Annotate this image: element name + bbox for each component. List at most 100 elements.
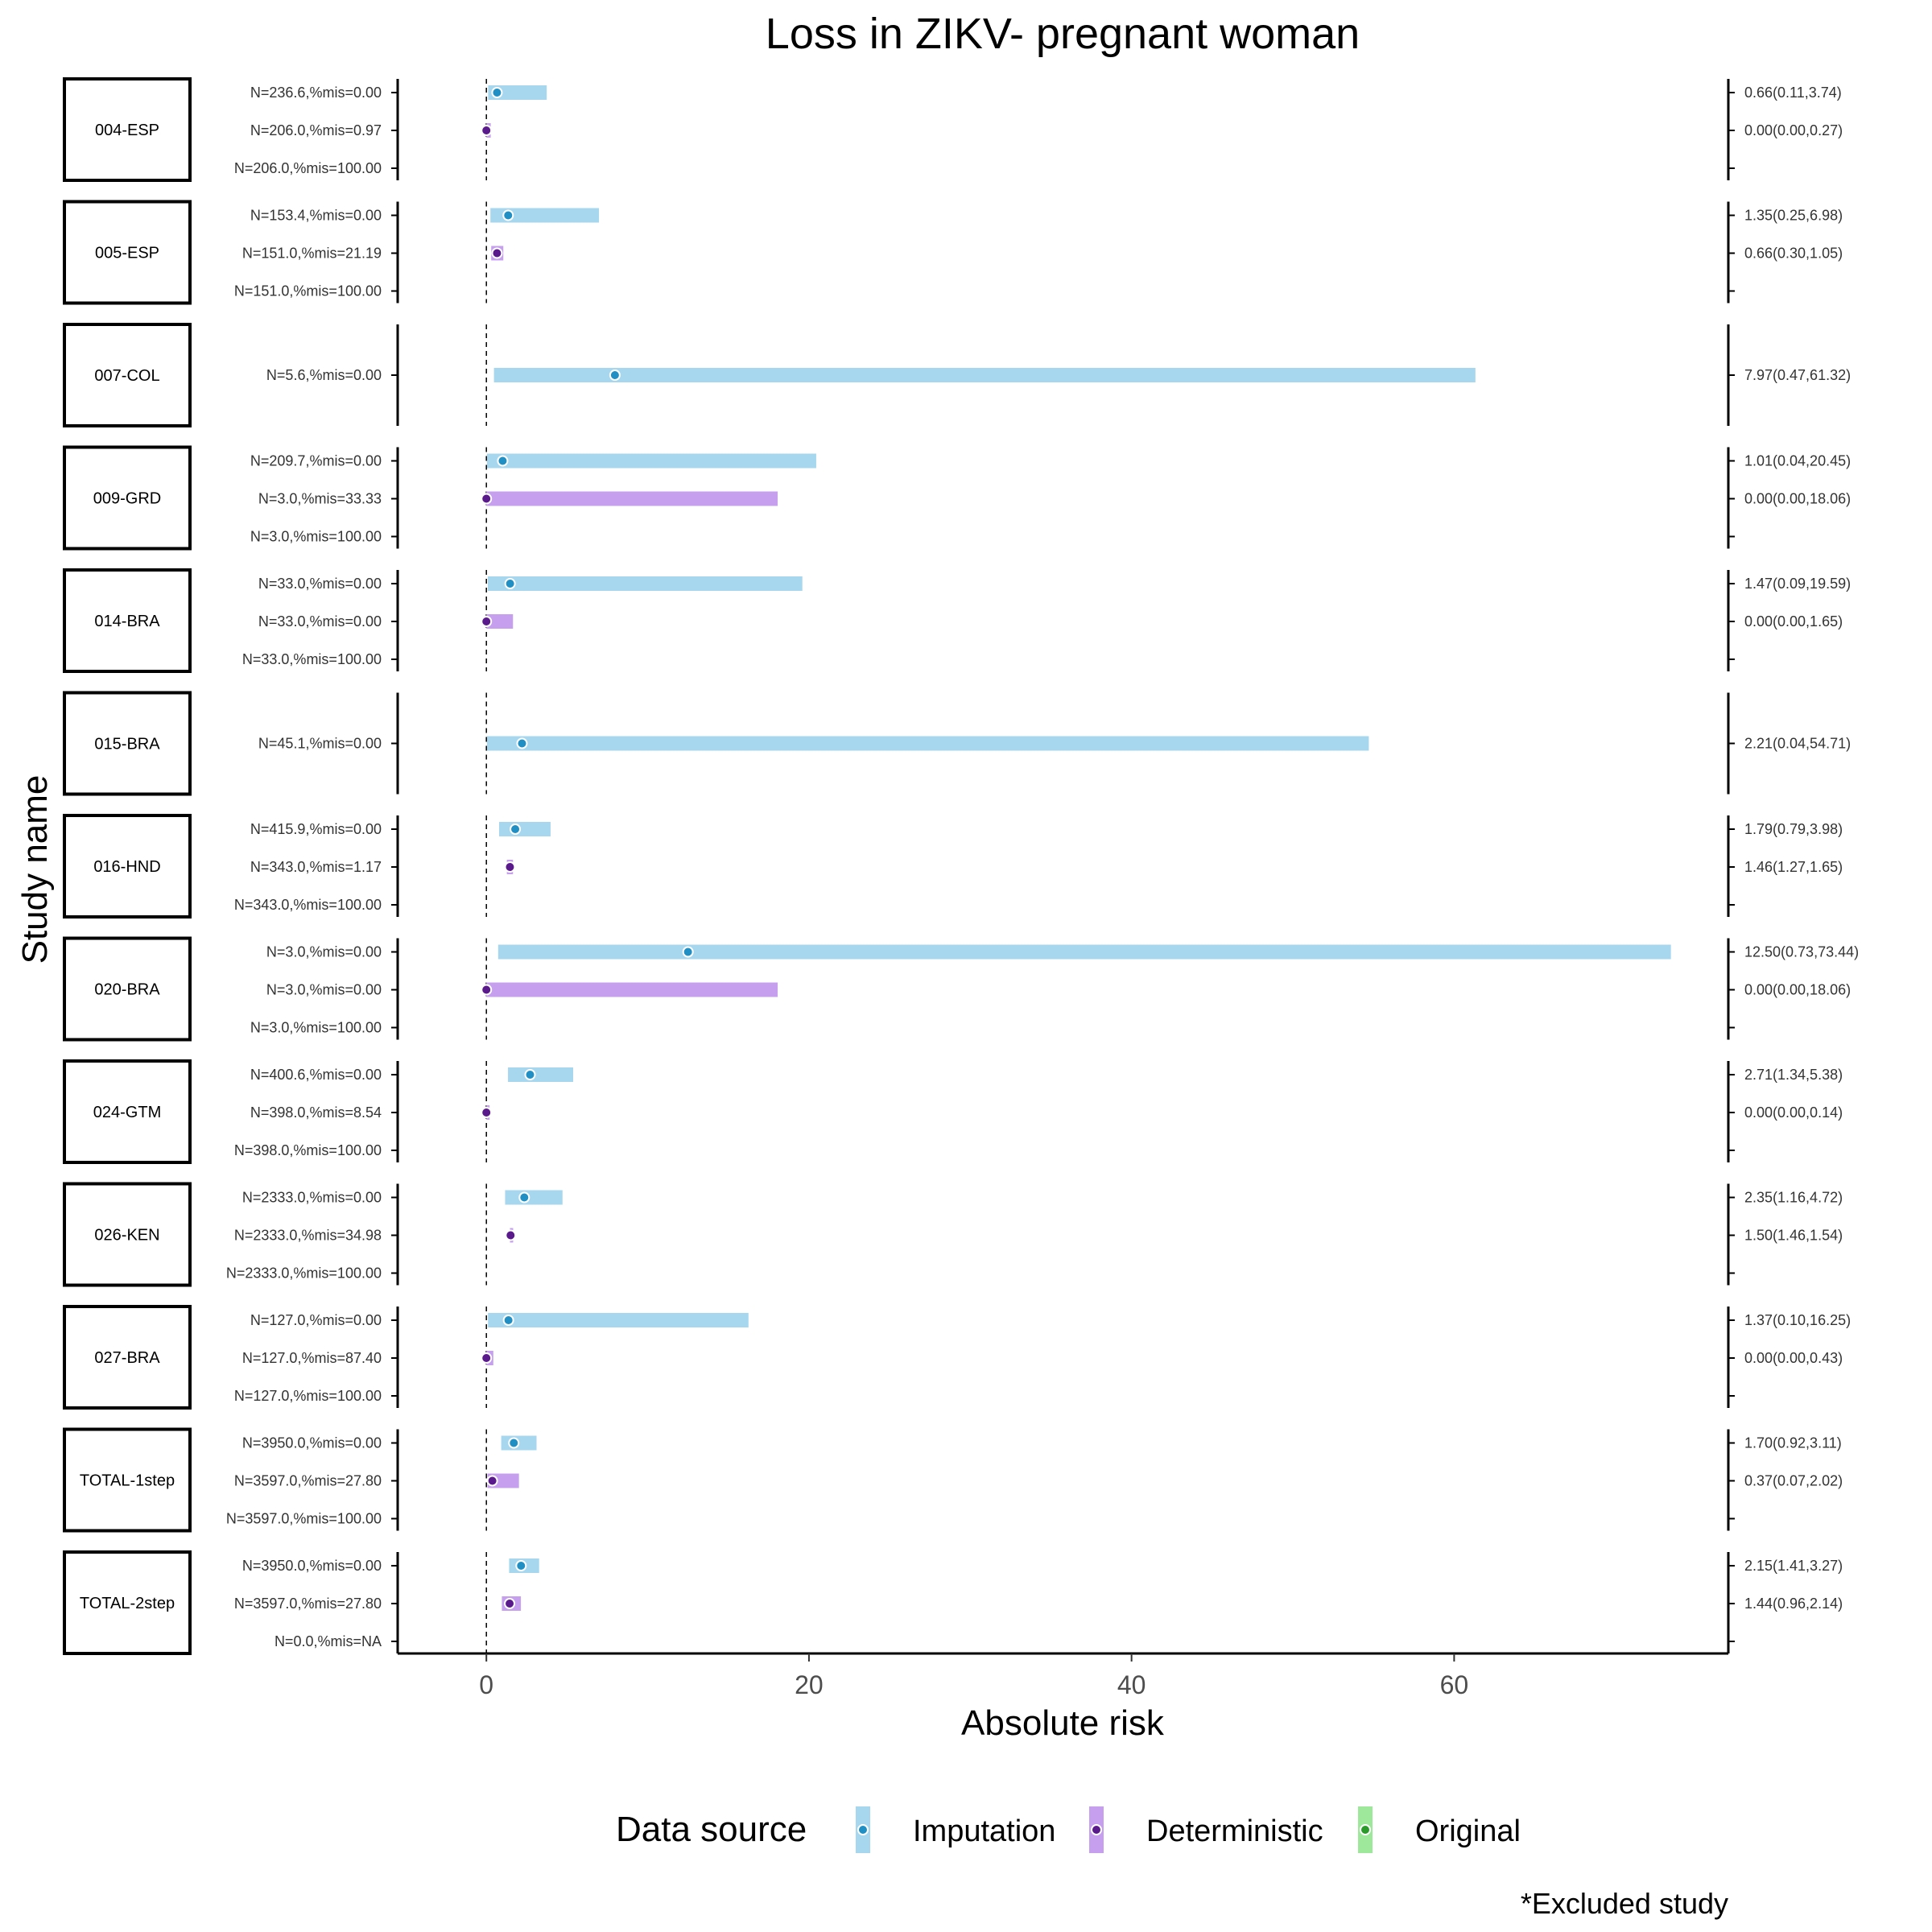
ci-text: 1.70(0.92,3.11) bbox=[1744, 1435, 1842, 1451]
row-label: N=415.9,%mis=0.00 bbox=[250, 821, 382, 837]
estimate-point bbox=[502, 209, 514, 221]
ci-bar bbox=[487, 736, 1369, 751]
x-axis-title: Absolute risk bbox=[961, 1703, 1165, 1743]
estimate-point bbox=[481, 125, 493, 136]
x-tick-label: 60 bbox=[1440, 1670, 1469, 1699]
row-label: N=3.0,%mis=33.33 bbox=[258, 491, 382, 507]
ci-bar bbox=[493, 368, 1476, 382]
estimate-point bbox=[481, 984, 493, 996]
row-label: N=3597.0,%mis=100.00 bbox=[226, 1511, 382, 1527]
estimate-point bbox=[481, 1107, 493, 1118]
ci-text: 0.00(0.00,0.14) bbox=[1744, 1104, 1843, 1121]
row-label: N=33.0,%mis=0.00 bbox=[258, 613, 382, 630]
row-label: N=3.0,%mis=100.00 bbox=[250, 1020, 382, 1036]
study-strip bbox=[63, 1550, 192, 1655]
study-panel: 007-COL N=5.6,%mis=0.00 7.97(0.47,61.32) bbox=[63, 323, 1851, 427]
ci-text: 1.37(0.10,16.25) bbox=[1744, 1312, 1851, 1328]
ci-bar bbox=[488, 85, 547, 100]
x-axis: 0 20 40 60 bbox=[398, 1652, 1728, 1699]
ci-bar bbox=[508, 1067, 573, 1082]
row-label: N=398.0,%mis=8.54 bbox=[250, 1104, 382, 1121]
study-name: 016-HND bbox=[93, 858, 160, 876]
estimate-point bbox=[491, 247, 503, 259]
estimate-point bbox=[502, 1315, 514, 1326]
ci-text: 2.35(1.16,4.72) bbox=[1744, 1190, 1843, 1206]
ci-text: 12.50(0.73,73.44) bbox=[1744, 944, 1859, 960]
study-name: 009-GRD bbox=[93, 490, 161, 508]
ci-text: 0.66(0.11,3.74) bbox=[1744, 85, 1842, 101]
study-panel: TOTAL-2step N=3950.0,%mis=0.00 2.15(1.41,3… bbox=[63, 1550, 1843, 1655]
legend-key-point bbox=[1091, 1824, 1102, 1835]
row-label: N=209.7,%mis=0.00 bbox=[250, 453, 382, 469]
ci-text: 1.46(1.27,1.65) bbox=[1744, 859, 1843, 875]
study-strip bbox=[63, 1427, 192, 1533]
estimate-point bbox=[504, 578, 516, 589]
chart-title: Loss in ZIKV- pregnant woman bbox=[766, 10, 1360, 58]
row-label: N=127.0,%mis=87.40 bbox=[242, 1350, 382, 1366]
row-label: N=3.0,%mis=100.00 bbox=[250, 529, 382, 545]
ci-bar bbox=[497, 944, 1671, 960]
ci-text: 1.35(0.25,6.98) bbox=[1744, 208, 1843, 224]
row-label: N=206.0,%mis=100.00 bbox=[234, 160, 382, 176]
estimate-point bbox=[497, 455, 509, 467]
row-label: N=400.6,%mis=0.00 bbox=[250, 1067, 382, 1083]
ci-bar bbox=[488, 576, 803, 591]
ci-text: 0.00(0.00,1.65) bbox=[1744, 613, 1843, 630]
ci-text: 0.00(0.00,18.06) bbox=[1744, 982, 1851, 998]
study-panel: 009-GRD N=209.7,%mis=0.00 1.01(0.04,20.45)… bbox=[63, 445, 1851, 551]
row-label: N=236.6,%mis=0.00 bbox=[250, 85, 382, 101]
ci-bar bbox=[488, 1313, 749, 1327]
study-panel: 004-ESP N=236.6,%mis=0.00 0.66(0.11,3.74) N… bbox=[63, 77, 1843, 182]
study-panel: 005-ESP N=153.4,%mis=0.00 1.35(0.25,6.98) N… bbox=[63, 200, 1843, 305]
row-label: N=5.6,%mis=0.00 bbox=[266, 367, 382, 383]
estimate-point bbox=[524, 1069, 536, 1080]
row-label: N=151.0,%mis=21.19 bbox=[242, 246, 382, 262]
study-strip bbox=[63, 77, 192, 182]
row-label: N=127.0,%mis=100.00 bbox=[234, 1388, 382, 1404]
study-name: TOTAL-2step bbox=[80, 1595, 175, 1612]
study-panel: 014-BRA N=33.0,%mis=0.00 1.47(0.09,19.59) N… bbox=[63, 568, 1851, 673]
estimate-point bbox=[491, 87, 503, 98]
study-strip bbox=[63, 200, 192, 305]
ci-text: 2.15(1.41,3.27) bbox=[1744, 1558, 1843, 1574]
ci-text: 1.79(0.79,3.98) bbox=[1744, 821, 1843, 837]
row-label: N=3950.0,%mis=0.00 bbox=[242, 1558, 382, 1574]
estimate-point bbox=[481, 1352, 493, 1364]
ci-text: 0.00(0.00,18.06) bbox=[1744, 491, 1851, 507]
row-label: N=2333.0,%mis=0.00 bbox=[242, 1190, 382, 1206]
study-panel: TOTAL-1step N=3950.0,%mis=0.00 1.70(0.92,3… bbox=[63, 1427, 1843, 1533]
row-label: N=343.0,%mis=1.17 bbox=[250, 859, 382, 875]
row-label: N=206.0,%mis=0.97 bbox=[250, 122, 382, 138]
estimate-point bbox=[510, 824, 522, 835]
study-name: TOTAL-1step bbox=[80, 1472, 175, 1490]
study-strip bbox=[63, 568, 192, 673]
estimate-point bbox=[682, 946, 694, 958]
legend-label: Original bbox=[1415, 1814, 1521, 1848]
y-axis-title: Study name bbox=[15, 775, 55, 964]
row-label: N=33.0,%mis=0.00 bbox=[258, 576, 382, 592]
ci-text: 2.71(1.34,5.38) bbox=[1744, 1067, 1843, 1083]
row-label: N=3597.0,%mis=27.80 bbox=[234, 1473, 382, 1489]
study-panels: 004-ESP N=236.6,%mis=0.00 0.66(0.11,3.74) N… bbox=[63, 77, 1859, 1655]
study-name: 005-ESP bbox=[95, 245, 159, 262]
ci-text: 0.66(0.30,1.05) bbox=[1744, 246, 1843, 262]
study-strip bbox=[63, 1059, 192, 1164]
x-tick-label: 20 bbox=[795, 1670, 824, 1699]
study-name: 027-BRA bbox=[94, 1349, 160, 1367]
study-strip bbox=[63, 936, 192, 1042]
row-label: N=398.0,%mis=100.00 bbox=[234, 1142, 382, 1158]
ci-text: 1.44(0.96,2.14) bbox=[1744, 1596, 1843, 1612]
legend-label: Deterministic bbox=[1146, 1814, 1323, 1848]
study-name: 014-BRA bbox=[94, 613, 160, 630]
study-panel: 027-BRA N=127.0,%mis=0.00 1.37(0.10,16.25)… bbox=[63, 1305, 1851, 1410]
study-name: 015-BRA bbox=[94, 736, 160, 753]
ci-bar bbox=[486, 614, 514, 629]
row-label: N=3.0,%mis=0.00 bbox=[266, 982, 382, 998]
ci-text: 1.47(0.09,19.59) bbox=[1744, 576, 1851, 592]
study-name: 020-BRA bbox=[94, 981, 160, 999]
x-tick-label: 0 bbox=[479, 1670, 493, 1699]
study-panel: 016-HND N=415.9,%mis=0.00 1.79(0.79,3.98) N… bbox=[63, 814, 1843, 919]
row-label: N=2333.0,%mis=100.00 bbox=[226, 1265, 382, 1282]
study-name: 024-GTM bbox=[93, 1104, 161, 1121]
